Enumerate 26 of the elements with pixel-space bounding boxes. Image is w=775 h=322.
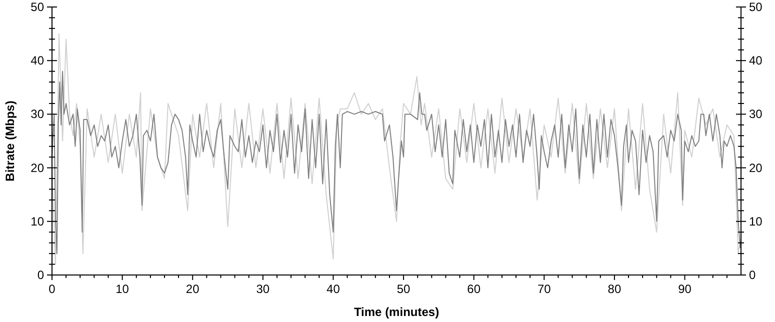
y-tick-label: 10	[30, 214, 44, 228]
x-tick-label: 70	[537, 282, 552, 296]
x-tick-label: 80	[608, 282, 622, 296]
y-axis-title: Bitrate (Mbps)	[3, 100, 17, 182]
y2-tick-label: 50	[749, 0, 763, 14]
x-tick-label: 0	[48, 282, 56, 296]
y2-tick-label: 10	[749, 214, 763, 228]
x-axis-title: Time (minutes)	[354, 305, 440, 319]
x-tick-label: 90	[678, 282, 692, 296]
line-series	[52, 33, 742, 265]
line-series	[52, 70, 741, 254]
y-tick-label: 30	[30, 107, 44, 122]
x-tick-label: 10	[116, 282, 130, 296]
y-tick-label: 0	[37, 268, 44, 282]
x-tick-label: 30	[256, 282, 270, 296]
y2-tick-label: 20	[749, 160, 763, 175]
x-tick-label: 60	[467, 282, 481, 296]
y2-tick-label: 40	[749, 54, 763, 68]
x-tick-label: 50	[396, 282, 411, 296]
y2-tick-label: 0	[749, 268, 756, 282]
x-tick-label: 40	[326, 282, 340, 296]
y-tick-label: 20	[30, 160, 44, 175]
x-tick-label: 20	[186, 282, 200, 296]
y2-tick-label: 30	[749, 107, 763, 122]
y-tick-label: 50	[30, 0, 44, 14]
y-tick-label: 40	[30, 54, 44, 68]
